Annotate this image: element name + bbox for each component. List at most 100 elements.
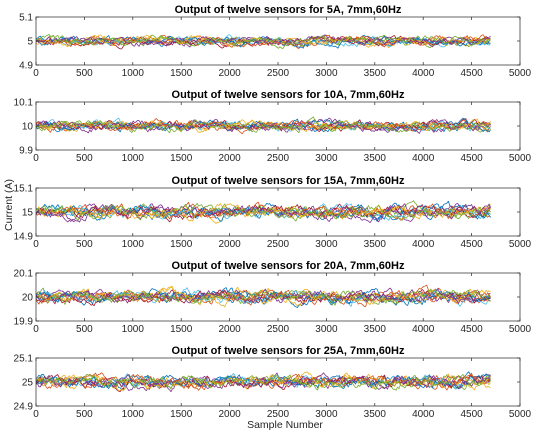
x-tick-label: 3500 [364,324,387,335]
x-tick-label: 0 [33,153,39,164]
y-tick-label: 15 [22,208,34,219]
series-line-sensor-10 [36,203,491,222]
x-tick-label: 3000 [315,153,338,164]
x-tick-label: 3000 [315,239,338,250]
x-tick-label: 2500 [267,239,290,250]
series-line-sensor-11 [36,117,491,134]
y-tick-label: 5 [27,37,33,48]
x-tick-label: 500 [76,153,93,164]
y-tick-label: 10.1 [14,98,34,109]
subplot-4: 0 500 1000 1500 2000 2500 3000 3500 4000 4500 5000… [14,260,532,335]
x-tick-label: 500 [76,239,93,250]
series-line-sensor-9 [36,201,491,221]
x-tick-label: 1000 [122,239,145,250]
x-axis-label: Sample Number [247,419,323,431]
x-tick-label: 3000 [315,68,338,79]
x-tick-label: 4000 [412,239,435,250]
x-tick-label: 2500 [267,324,290,335]
series-group [36,33,491,50]
x-tick-label: 0 [33,409,39,420]
series-line-sensor-10 [36,118,491,133]
series-line-sensor-12 [36,116,491,134]
y-tick-label: 20.1 [14,269,34,280]
x-tick-label: 4000 [412,153,435,164]
x-tick-label: 1500 [170,153,193,164]
series-line-sensor-12 [36,203,491,221]
x-tick-label: 3500 [364,239,387,250]
x-tick-label: 1000 [122,68,145,79]
x-tick-label: 2000 [218,68,241,79]
x-tick-label: 3500 [364,68,387,79]
x-tick-label: 2500 [267,153,290,164]
series-line-sensor-11 [36,288,491,304]
series-line-sensor-6 [36,287,491,307]
series-line-sensor-10 [36,35,491,47]
x-tick-label: 5000 [509,324,532,335]
x-tick-label: 1500 [170,239,193,250]
y-axis-label: Current (A) [3,179,15,231]
x-tick-label: 3500 [364,409,387,420]
subplot-2: 0 500 1000 1500 2000 2500 3000 3500 4000 4500 5000… [14,89,532,164]
x-tick-label: 2000 [218,153,241,164]
series-line-sensor-11 [36,203,491,223]
series-line-sensor-11 [36,372,491,390]
x-tick-label: 4000 [412,409,435,420]
x-tick-label: 2000 [218,324,241,335]
y-tick-label: 24.9 [14,402,34,413]
x-tick-label: 4000 [412,324,435,335]
x-tick-label: 4500 [460,239,483,250]
x-tick-label: 5000 [509,68,532,79]
subplot-title: Output of twelve sensors for 10A, 7mm,60… [172,89,405,101]
subplot-title: Output of twelve sensors for 15A, 7mm,60… [172,175,405,187]
x-tick-label: 5000 [509,239,532,250]
x-tick-label: 500 [76,324,93,335]
y-tick-label: 25 [22,378,34,389]
subplot-5: 0 500 1000 1500 2000 2500 3000 3500 4000 4500 5000… [14,345,532,420]
x-tick-label: 4500 [460,409,483,420]
x-tick-label: 4500 [460,68,483,79]
subplot-1: 0 500 1000 1500 2000 2500 3000 3500 4000 4500 5000… [19,4,531,79]
series-group [36,116,491,135]
y-tick-label: 15.1 [14,184,34,195]
x-tick-label: 1500 [170,324,193,335]
subplot-title: Output of twelve sensors for 5A, 7mm,60H… [175,4,402,16]
series-line-sensor-12 [36,33,491,47]
x-tick-label: 2500 [267,409,290,420]
subplot-3: 0 500 1000 1500 2000 2500 3000 3500 4000 4500 5000… [14,175,532,250]
x-tick-label: 2000 [218,239,241,250]
series-line-sensor-12 [36,288,491,305]
series-group [36,284,491,308]
x-tick-label: 3000 [315,324,338,335]
x-tick-label: 0 [33,68,39,79]
x-tick-label: 1000 [122,153,145,164]
subplot-title: Output of twelve sensors for 25A, 7mm,60… [172,345,405,357]
x-tick-label: 5000 [509,409,532,420]
y-tick-label: 25.1 [14,354,34,365]
series-line-sensor-12 [36,374,491,390]
x-tick-label: 0 [33,324,39,335]
subplot-title: Output of twelve sensors for 20A, 7mm,60… [172,260,405,272]
y-tick-label: 4.9 [19,61,33,72]
series-group [36,371,491,393]
x-tick-label: 1000 [122,324,145,335]
series-line-sensor-10 [36,286,491,306]
y-tick-label: 14.9 [14,232,34,243]
x-tick-label: 4000 [412,68,435,79]
x-tick-label: 1000 [122,409,145,420]
x-tick-label: 1500 [170,409,193,420]
x-tick-label: 3000 [315,409,338,420]
x-tick-label: 500 [76,409,93,420]
x-tick-label: 3500 [364,153,387,164]
x-tick-label: 4500 [460,324,483,335]
x-tick-label: 4500 [460,153,483,164]
x-tick-label: 2500 [267,68,290,79]
y-tick-label: 19.9 [14,317,34,328]
x-tick-label: 500 [76,68,93,79]
y-tick-label: 10 [22,122,34,133]
series-line-sensor-9 [36,34,491,48]
x-tick-label: 0 [33,239,39,250]
y-tick-label: 20 [22,293,34,304]
y-tick-label: 5.1 [19,13,33,24]
